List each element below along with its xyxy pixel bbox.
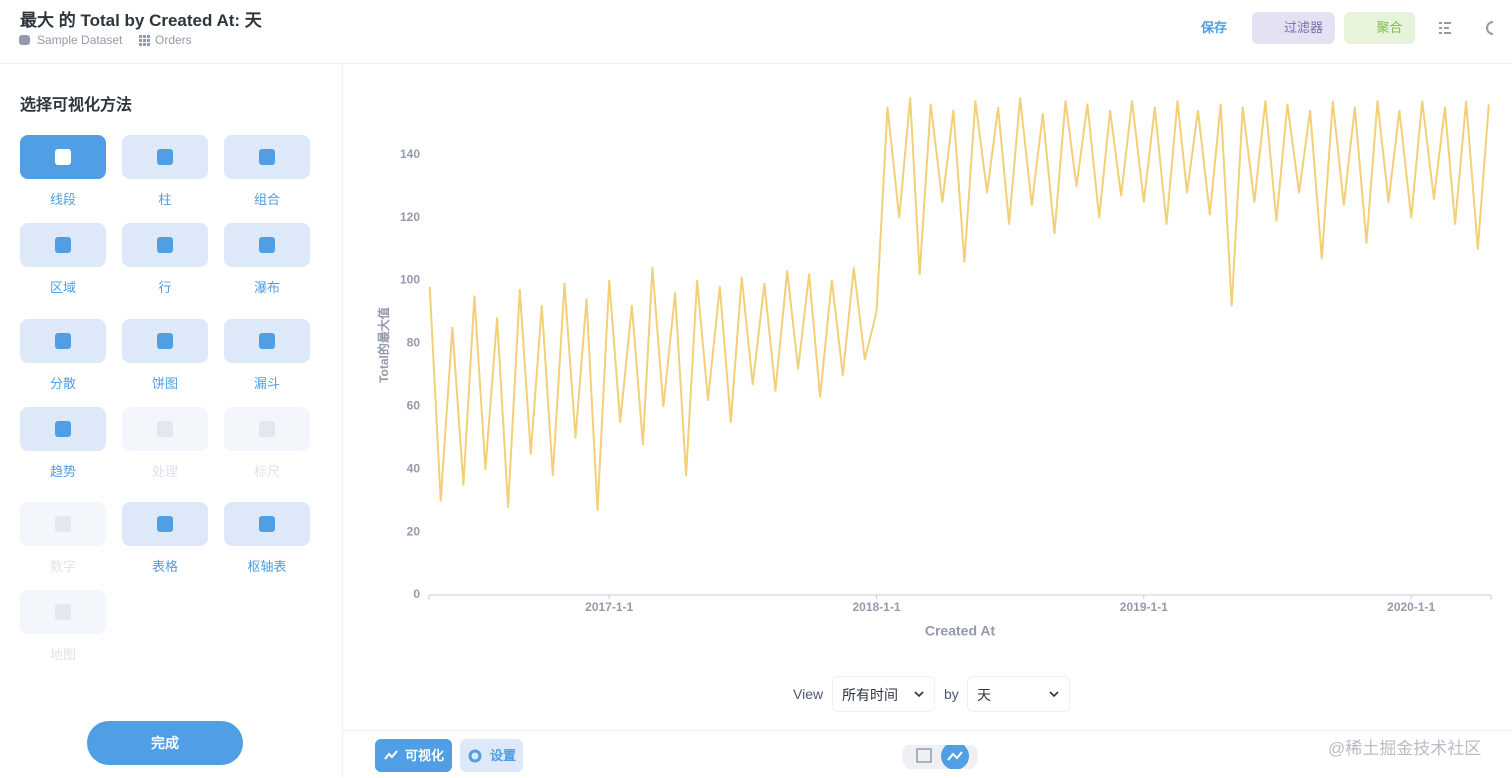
done-button[interactable]: 完成: [87, 721, 243, 765]
sidebar: 选择可视化方法 完成 线段 柱 组合区域 行 瀑布分散 饼图 漏斗趋势 处理 标尺数字 表格 枢轴表…: [0, 64, 343, 777]
viz-icon: [157, 421, 173, 437]
viz-option-label: 饼图: [151, 376, 178, 391]
watermark: @稀土掘金技术社区: [1328, 739, 1482, 758]
viz-option-label: 线段: [49, 192, 76, 207]
header-icons: [1439, 21, 1494, 35]
viz-option[interactable]: [20, 319, 106, 363]
y-tick-label: 120: [400, 210, 420, 224]
viz-option: [20, 502, 106, 546]
viz-option[interactable]: [122, 223, 208, 267]
x-tick-label: 2019-1-1: [1120, 600, 1168, 614]
save-button[interactable]: 保存: [1200, 20, 1227, 35]
unit-select[interactable]: 天: [967, 676, 1070, 712]
viz-icon: [157, 237, 173, 253]
viz-option[interactable]: [224, 502, 310, 546]
viz-option-label: 行: [158, 280, 172, 295]
viz-option[interactable]: [20, 135, 106, 179]
viz-option-label: 数字: [49, 559, 76, 574]
viz-option: [224, 407, 310, 451]
viz-icon: [55, 516, 71, 532]
table-link[interactable]: Orders: [155, 33, 192, 47]
view-label: View: [793, 686, 824, 702]
x-tick-label: 2017-1-1: [585, 600, 633, 614]
viz-option-label: 瀑布: [253, 280, 280, 295]
viz-icon: [259, 237, 275, 253]
crumb-icons: [19, 35, 150, 46]
viz-option: [20, 590, 106, 634]
header: 最大 的 Total by Created At: 天 Sample Datas…: [0, 0, 1512, 64]
viz-option-label: 处理: [151, 464, 178, 479]
viz-option-label: 组合: [253, 192, 280, 207]
dataset-link[interactable]: Sample Dataset: [37, 33, 123, 47]
viz-option[interactable]: [20, 223, 106, 267]
viz-option-label: 漏斗: [253, 376, 280, 391]
by-label: by: [944, 686, 959, 702]
viz-option[interactable]: [122, 502, 208, 546]
x-tick-label: 2018-1-1: [852, 600, 900, 614]
viz-option-label: 趋势: [49, 464, 76, 479]
viz-icon: [157, 516, 173, 532]
filter-button[interactable]: 过滤器: [1252, 12, 1335, 44]
y-tick-label: 80: [407, 336, 421, 350]
viz-icon: [55, 421, 71, 437]
viz-icon: [259, 333, 275, 349]
x-tick-label: 2020-1-1: [1387, 600, 1435, 614]
viz-option[interactable]: [224, 135, 310, 179]
y-tick-label: 140: [400, 147, 420, 161]
footer-icons: [384, 745, 978, 769]
viz-option-label: 地图: [49, 647, 76, 662]
viz-icon: [259, 149, 275, 165]
viz-icon: [55, 604, 71, 620]
title: 最大 的 Total by Created At: 天: [20, 11, 262, 30]
viz-icon: [157, 333, 173, 349]
viz-option-label: 枢轴表: [247, 559, 287, 574]
sidebar-title: 选择可视化方法: [20, 97, 133, 114]
viz-option: [122, 407, 208, 451]
y-tick-label: 40: [407, 461, 421, 475]
viz-icon: [55, 149, 71, 165]
viz-option-label: 区域: [49, 280, 76, 295]
viz-option[interactable]: [20, 407, 106, 451]
viz-icon: [157, 149, 173, 165]
viz-option-label: 柱: [158, 192, 172, 207]
viz-icon: [55, 237, 71, 253]
viz-icon: [55, 333, 71, 349]
viz-option[interactable]: [224, 319, 310, 363]
x-axis-label: Created At: [925, 623, 996, 639]
viz-option[interactable]: [224, 223, 310, 267]
viz-option-label: 分散: [49, 376, 76, 391]
y-tick-label: 100: [400, 273, 420, 287]
chart: Created At Total的最大值 0 20 40 60 80 100 120 140 2…: [376, 97, 1492, 639]
viz-option-label: 标尺: [253, 464, 280, 479]
viz-icon: [259, 516, 275, 532]
y-tick-label: 60: [407, 398, 421, 412]
y-axis-label: Total的最大值: [376, 307, 391, 383]
viz-icon: [259, 421, 275, 437]
visualization-button[interactable]: 可视化: [375, 739, 452, 772]
summarize-button[interactable]: 聚合: [1344, 12, 1415, 44]
period-select[interactable]: 所有时间: [832, 676, 935, 712]
select-chevrons: [914, 691, 1059, 698]
footer: [343, 730, 1512, 778]
viz-option[interactable]: [122, 319, 208, 363]
data-line: [428, 97, 1490, 512]
viz-option[interactable]: [122, 135, 208, 179]
viz-option-label: 表格: [151, 559, 178, 574]
y-tick-label: 20: [407, 524, 421, 538]
y-tick-label: 0: [413, 587, 420, 601]
